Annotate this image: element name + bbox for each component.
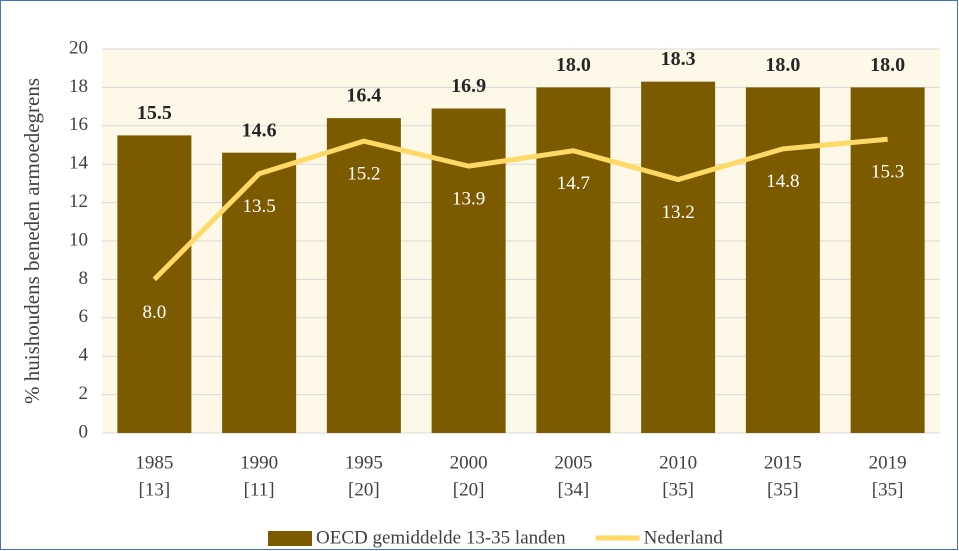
y-tick-label: 10 [69,229,88,250]
x-tick-label: [13] [139,479,171,500]
y-tick-label: 2 [79,383,89,404]
line-value-label: 13.9 [452,188,485,209]
bar [641,81,716,433]
bar-value-label: 14.6 [242,119,277,141]
bar-value-label: 15.5 [137,102,172,124]
bar [850,87,925,434]
x-tick-label: 2000 [450,452,488,473]
y-tick-label: 4 [79,345,89,366]
x-tick-label: [35] [767,479,799,500]
line-value-label: 15.2 [347,164,380,185]
bar-value-label: 18.0 [870,54,905,76]
bar [745,87,820,434]
bar [222,152,297,433]
x-tick-label: 2015 [764,452,802,473]
bar [326,118,401,434]
x-tick-label: 2005 [554,452,592,473]
x-tick-label: [20] [453,479,485,500]
y-tick-label: 14 [69,153,89,174]
line-value-label: 14.7 [557,173,590,194]
x-tick-label: [34] [558,479,590,500]
bar-value-label: 16.9 [451,75,486,97]
legend-label: OECD gemiddelde 13-35 landen [316,527,566,548]
y-tick-label: 0 [79,421,89,442]
bar-value-label: 18.3 [661,48,696,70]
x-tick-label: 1995 [345,452,383,473]
x-tick-label: [20] [348,479,380,500]
bar-value-label: 18.0 [765,54,800,76]
x-tick-label: 1990 [240,452,278,473]
legend-label: Nederland [644,527,724,548]
x-tick-label: [35] [662,479,694,500]
x-tick-label: [11] [244,479,275,500]
bar [431,108,506,434]
legend-swatch [268,531,312,546]
line-value-label: 13.5 [243,196,276,217]
y-tick-label: 12 [69,191,88,212]
line-value-label: 14.8 [766,171,799,192]
y-tick-label: 20 [69,37,88,58]
bar-value-label: 16.4 [346,85,381,107]
y-tick-label: 16 [69,114,88,135]
x-tick-label: 2010 [659,452,697,473]
bar [117,135,192,433]
y-axis-label: % huishoudens beneden armoedegrens [20,78,44,404]
x-tick-label: 1985 [135,452,173,473]
bar [536,87,611,434]
bar-value-label: 18.0 [556,54,591,76]
x-tick-label: 2019 [869,452,907,473]
y-tick-label: 6 [79,306,89,327]
line-value-label: 13.2 [662,202,695,223]
x-tick-label: [35] [872,479,904,500]
line-value-label: 8.0 [143,302,167,323]
y-tick-label: 8 [79,268,89,289]
line [152,136,888,282]
y-tick-label: 18 [69,76,88,97]
line-value-label: 15.3 [871,162,904,183]
